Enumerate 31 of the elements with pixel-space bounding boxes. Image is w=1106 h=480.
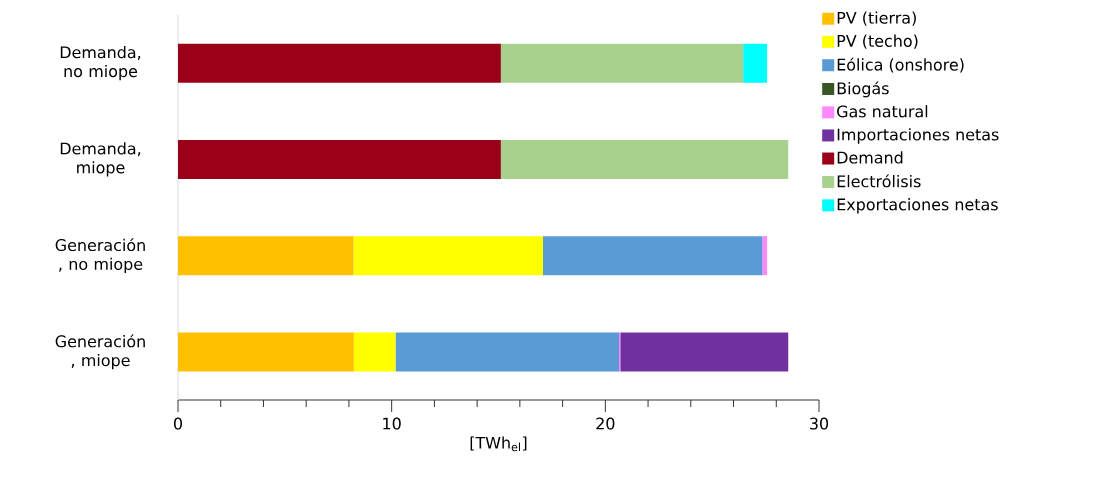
bar [743,43,768,83]
legend-label: PV (tierra) [837,11,916,26]
legend-label: Exportaciones netas [837,198,998,214]
y-tick-label: Demanda, miope [60,142,141,177]
y-tick-label: Generación , miope [55,334,145,370]
y-tick-label: Generación , no miope [55,238,145,274]
legend-label: Biogás [837,81,889,98]
bar [395,332,620,372]
bar [178,139,501,179]
x-tick-label: 20 [596,417,615,430]
bar [620,332,789,372]
bar [178,332,354,372]
bar [500,139,789,179]
x-axis-title: [TWh$_{el}$] [470,436,527,452]
bar [542,236,763,276]
legend-label: Eólica (onshore) [837,57,964,73]
legend-label: Electrólisis [837,174,921,188]
bar [178,236,354,276]
bar [762,236,768,276]
legend-label: Demand [837,151,903,164]
x-tick-label: 10 [383,417,401,430]
bar [353,236,543,276]
bar [178,43,501,83]
bar [353,332,396,372]
x-tick-label: 0 [173,417,183,430]
legend-label: Importaciones netas [837,128,999,144]
y-tick-label: Demanda, no miope [60,45,141,81]
x-tick-label: 30 [810,417,829,430]
legend-label: PV (techo) [837,34,918,49]
legend-label: Gas natural [837,105,928,118]
bar [500,43,744,83]
